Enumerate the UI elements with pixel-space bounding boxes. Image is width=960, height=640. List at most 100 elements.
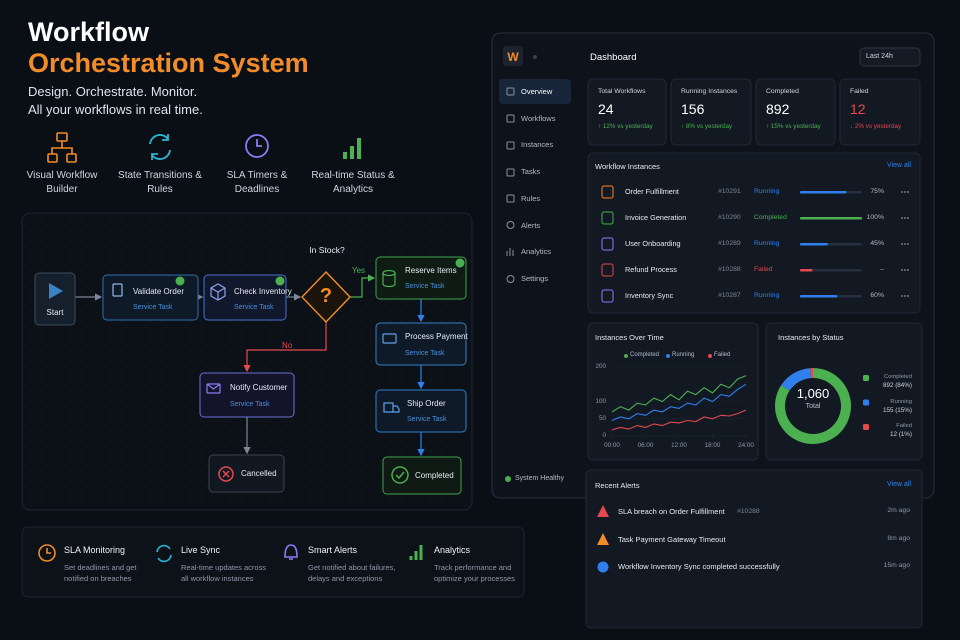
instance-id: #10287 [718,292,741,299]
marks [611,191,869,444]
instance-id: #10291 [718,188,741,195]
progress-bar [800,295,838,298]
card-title: Workflow Instances [595,162,660,171]
status-dot [505,476,511,482]
icon-done [391,466,409,484]
rect [350,146,354,159]
circle [245,134,269,158]
legend-label: Completed [630,352,660,358]
rect [506,114,515,123]
value-label: 155 (15%) [882,406,912,414]
progress-bar [800,269,813,272]
node-sub: Service Task [405,350,445,357]
circle [506,221,515,229]
icon-clock [245,134,269,158]
legend-swatch [863,424,869,430]
node [382,456,462,495]
rect [506,194,515,203]
node-label: Cancelled [241,469,277,478]
range-box [859,47,921,67]
node-label: Ship Order [407,399,446,408]
legend-label: Failed [714,352,731,358]
y-tick-label: 200 [595,363,606,370]
circle [904,269,906,271]
nav-item[interactable]: Analytics [521,247,552,257]
badge [175,276,185,286]
legend-swatch [666,354,670,358]
path [284,544,298,560]
nav-item[interactable]: Tasks [521,167,541,177]
alerts-card [585,469,923,629]
progress-label: 45% [870,240,884,247]
instance-status: Running [754,188,780,195]
path [256,139,262,147]
node-label: Completed [415,471,454,480]
x-tick-label: 18:00 [704,442,721,449]
chart-title: Instances by Status [778,333,844,342]
path [46,548,51,554]
path [156,544,172,563]
rect [839,78,921,146]
stat-value: 156 [681,101,705,117]
nav-item[interactable]: Alerts [521,220,541,230]
nav-active [499,79,571,104]
icon-cancel [218,466,234,482]
range-select[interactable]: Last 24h [866,53,893,60]
icon-cancel [222,470,230,478]
x-tick-label: 12:00 [671,442,687,449]
rect [601,185,614,199]
progress-bar [800,191,847,194]
nodes [34,256,467,495]
system-status: System Healthy [515,475,565,482]
edge-label: Yes [352,266,366,275]
edge-label: No [282,341,293,350]
value-label: 12 (1%) [889,431,912,438]
node-label: Validate Order [133,287,184,296]
feature-label: Real-time Status & Analytics [311,170,395,195]
view-all[interactable]: View all [887,481,911,488]
icon-db [382,273,396,288]
instance-status: Running [754,292,780,299]
nav-item[interactable]: Rules [521,193,541,203]
rect [601,263,614,277]
node-label: Process Payment [405,332,468,341]
instance-name: Inventory Sync [625,291,674,300]
nav-item[interactable]: Workflows [521,113,556,123]
icon-done [395,471,405,480]
donut-segment [781,368,812,391]
feature-label: SLA Timers & Deadlines [226,170,288,195]
circle [907,243,909,245]
nav-item[interactable]: Settings [521,273,549,283]
progress-label: 75% [870,188,884,195]
stat-change: ↑ 8% vs yesterday [681,123,733,130]
connectors [75,274,425,457]
circle [907,217,909,219]
legend-swatch [624,354,628,358]
node-label: Check Inventory [234,287,292,296]
legend-swatch [863,375,869,381]
highlight-title: SLA Monitoring [64,545,126,555]
check-badges [175,258,465,286]
instance-id: #10289 [718,240,741,247]
node-sub: Service Task [133,304,173,311]
hero-accent: Orchestration System [28,48,309,78]
progress-label: – [880,266,884,273]
series-line [611,409,747,431]
nav-item[interactable]: Overview [521,87,553,96]
row-icons [601,185,614,303]
highlight-title: Smart Alerts [308,545,358,555]
circle [901,295,903,297]
stat-value: 12 [850,101,866,117]
instance-name: Invoice Generation [625,213,687,222]
highlight-text: Set deadlines and get notified on breach… [64,563,137,584]
tagline: All your workflows in real time. [28,102,203,117]
nav-item[interactable]: Instances [521,140,554,150]
play-icon [49,283,63,299]
progress-label: 60% [870,292,884,299]
stat-label: Running Instances [681,88,738,95]
node [102,274,199,321]
x-tick-label: 00:00 [604,442,620,449]
view-all[interactable]: View all [887,162,911,169]
